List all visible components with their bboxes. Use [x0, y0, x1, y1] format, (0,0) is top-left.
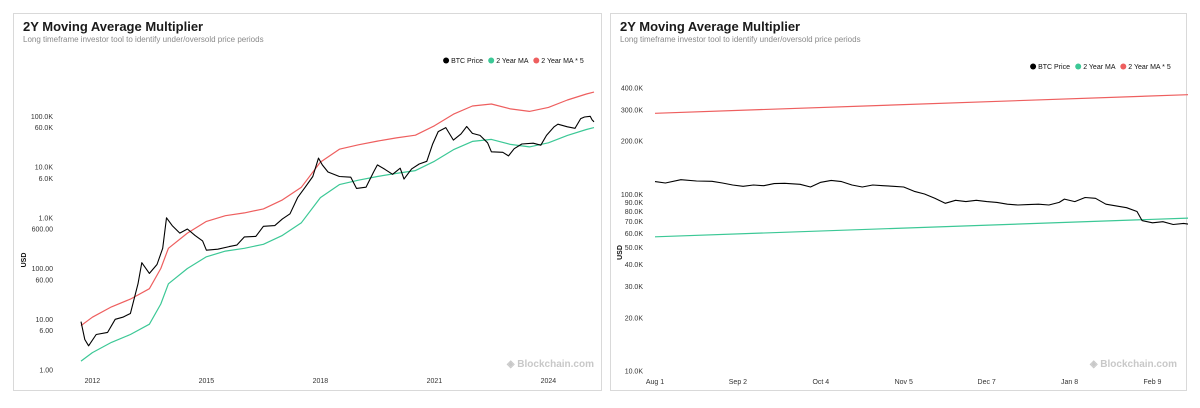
y-tick-label: 90.0K [625, 200, 644, 207]
x-tick-label: 2015 [199, 378, 215, 385]
legend-dot [1030, 63, 1037, 70]
y-tick-label: 40.0K [625, 262, 644, 269]
y-tick-label: 1.00 [39, 368, 53, 375]
y-tick-label: 70.0K [625, 219, 644, 226]
y-tick-label: 10.00 [35, 317, 53, 324]
y-tick-label: 6.00 [39, 328, 53, 335]
y-tick-label: 20.0K [625, 315, 644, 322]
y-tick-label: 30.0K [625, 284, 644, 291]
x-tick-label: 2018 [313, 378, 329, 385]
chart-canvas: 10.0K 20.0K 30.0K 40.0K 50.0K 60.0K 70.0K 80.0K… [617, 63, 1188, 386]
y-axis-label: USD [21, 253, 28, 268]
legend-item[interactable]: 2 Year MA [1075, 63, 1116, 72]
legend-label: 2 Year MA [496, 58, 529, 65]
legend-dot [1120, 63, 1127, 70]
x-tick-label: Jan 8 [1061, 379, 1078, 386]
legend-item[interactable]: 2 Year MA [488, 57, 529, 66]
x-tick-label: Dec 7 [978, 379, 996, 386]
x-tick-label: Feb 9 [1144, 379, 1162, 386]
y-tick-label: 10.0K [35, 165, 54, 172]
legend-item[interactable]: 2 Year MA * 5 [533, 57, 584, 66]
series-line-2-year-ma [654, 217, 1188, 238]
chart-title: 2Y Moving Average Multiplier [620, 19, 801, 34]
y-tick-label: 80.0K [625, 209, 644, 216]
x-tick-label: 2024 [541, 378, 557, 385]
series-line-2-year-ma-x5 [80, 91, 595, 327]
y-tick-label: 100.0K [621, 192, 644, 199]
legend-item[interactable]: BTC Price [1030, 63, 1070, 72]
y-axis-label: USD [617, 245, 624, 260]
chart-subtitle: Long timeframe investor tool to identify… [620, 35, 861, 44]
legend-dot [1075, 63, 1082, 70]
x-tick-label: Nov 5 [895, 379, 913, 386]
watermark: ◈ Blockchain.com [506, 359, 594, 370]
x-tick-label: 2012 [85, 378, 101, 385]
y-tick-label: 1.0K [39, 215, 54, 222]
x-tick-label: 2021 [427, 378, 443, 385]
legend-label: BTC Price [1038, 64, 1070, 71]
watermark: ◈ Blockchain.com [1089, 359, 1177, 370]
series-line-btc-price [654, 179, 1188, 226]
y-tick-label: 600.00 [32, 227, 54, 234]
y-tick-label: 300.0K [621, 108, 644, 115]
legend: BTC Price 2 Year MA 2 Year MA * 5 [1030, 63, 1171, 72]
y-tick-label: 60.0K [35, 125, 54, 132]
x-tick-label: Oct 4 [812, 379, 829, 386]
y-tick-label: 100.00 [32, 266, 54, 273]
y-tick-label: 6.0K [39, 176, 54, 183]
x-tick-label: Aug 1 [646, 379, 664, 386]
y-tick-label: 100.0K [31, 114, 54, 121]
series-line-2-year-ma-x5 [654, 94, 1188, 114]
legend-dot [443, 57, 450, 64]
legend-dot [488, 57, 495, 64]
chart-panel-long-term: 2Y Moving Average Multiplier Long timefr… [13, 13, 602, 391]
y-tick-label: 10.0K [625, 369, 644, 376]
series-line-btc-price [80, 115, 595, 347]
legend-label: BTC Price [451, 58, 483, 65]
chart-canvas: 1.00 6.00 10.00 60.00 100.00 600.00 1.0K 6.0K 10… [21, 57, 595, 385]
legend-label: 2 Year MA [1083, 64, 1116, 71]
chart-subtitle: Long timeframe investor tool to identify… [23, 35, 264, 44]
y-tick-label: 60.0K [625, 231, 644, 238]
y-tick-label: 200.0K [621, 139, 644, 146]
y-tick-label: 60.00 [35, 277, 53, 284]
legend-dot [533, 57, 540, 64]
legend: BTC Price 2 Year MA 2 Year MA * 5 [443, 57, 584, 66]
legend-item[interactable]: BTC Price [443, 57, 483, 66]
legend-item[interactable]: 2 Year MA * 5 [1120, 63, 1171, 72]
series-line-2-year-ma [80, 127, 595, 362]
x-tick-label: Sep 2 [729, 379, 747, 386]
legend-label: 2 Year MA * 5 [541, 58, 584, 65]
legend-label: 2 Year MA * 5 [1128, 64, 1171, 71]
chart-title: 2Y Moving Average Multiplier [23, 19, 204, 34]
chart-panel-recent: 2Y Moving Average Multiplier Long timefr… [610, 13, 1188, 391]
y-tick-label: 400.0K [621, 85, 644, 92]
y-tick-label: 50.0K [625, 245, 644, 252]
